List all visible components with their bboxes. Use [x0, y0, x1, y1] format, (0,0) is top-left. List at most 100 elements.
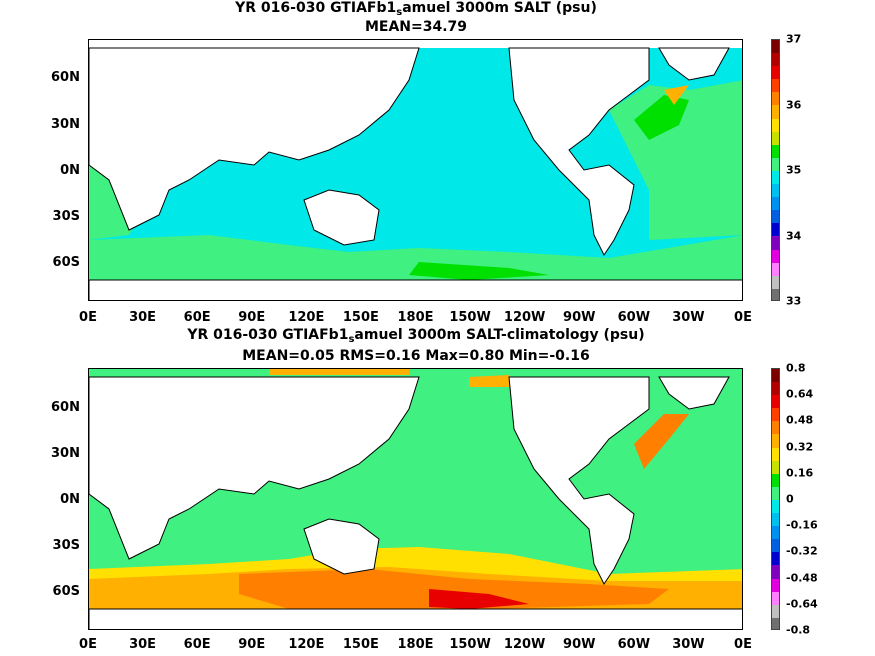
bottom-arctic-warm-2 [469, 375, 509, 387]
bottom-lat-60s: 60S [52, 584, 80, 599]
top-colorbar-segment [772, 210, 779, 224]
top-colorbar-segment [772, 170, 779, 185]
bottom-colorbar-label: -0.8 [786, 623, 811, 637]
bottom-lon-label: 150E [342, 637, 379, 652]
bottom-map-svg [89, 369, 742, 629]
top-colorbar-segment [772, 184, 779, 198]
bottom-lon-label: 120E [288, 637, 325, 652]
bottom-colorbar-segment [772, 408, 779, 422]
bottom-arctic-warm [269, 369, 409, 375]
top-lon-label: 120W [503, 310, 546, 325]
top-lon-label: 150E [342, 310, 379, 325]
top-lon-label: 180E [397, 310, 434, 325]
bottom-colorbar-segment [772, 552, 779, 566]
top-lat-30s: 30S [52, 209, 80, 224]
top-colorbar-label: 34 [786, 229, 802, 242]
bottom-lat-30n: 30N [51, 446, 80, 461]
bottom-lat-60n: 60N [51, 400, 80, 415]
bottom-colorbar-segment [772, 473, 779, 487]
bottom-lon-label: 150W [449, 637, 491, 652]
bottom-lon-label: 60E [183, 637, 211, 652]
bottom-title-main: YR 016-030 GTIAFb1 [187, 327, 349, 343]
top-colorbar-segment [772, 144, 779, 158]
bottom-map [88, 368, 743, 630]
top-colorbar [771, 39, 780, 301]
bottom-colorbar-segment [772, 486, 779, 500]
top-colorbar-label: 37 [786, 32, 802, 46]
top-southern-ocean [89, 235, 742, 280]
bottom-colorbar-segment [772, 513, 779, 527]
top-colorbar-segment [772, 236, 779, 250]
bottom-colorbar-label: 0.64 [786, 387, 814, 401]
bottom-colorbar-label: 0.48 [786, 413, 814, 427]
top-lon-label: 150W [449, 310, 491, 325]
bottom-colorbar-segment [772, 460, 779, 474]
top-lon-label: 0E [79, 310, 97, 325]
top-colorbar-label: 36 [786, 98, 802, 111]
top-colorbar-segment [772, 79, 779, 93]
bottom-colorbar-label: 0.16 [786, 466, 814, 480]
top-title-rest: amuel 3000m SALT (psu) [402, 0, 597, 16]
top-colorbar-segment [772, 275, 779, 289]
top-title-subscript: s [396, 7, 403, 18]
bottom-lon-label: 180E [397, 637, 434, 652]
top-colorbar-segment [772, 53, 779, 67]
bottom-lon-label: 30W [672, 637, 705, 652]
bottom-landmasses [89, 376, 742, 629]
top-atlantic-high [634, 95, 689, 140]
top-colorbar-segment [772, 157, 779, 171]
top-colorbar-segment [772, 105, 779, 119]
bottom-colorbar-segment [772, 578, 779, 592]
top-title: YR 016-030 GTIAFb1samuel 3000m SALT (psu… [88, 0, 744, 21]
bottom-subtitle: MEAN=0.05 RMS=0.16 Max=0.80 Min=-0.16 [242, 348, 590, 364]
top-map [88, 39, 743, 301]
bottom-colorbar-label: -0.48 [786, 571, 818, 585]
bottom-lon-label: 0E [79, 637, 97, 652]
bottom-colorbar-segment [772, 369, 779, 383]
bottom-lon-label: 90E [238, 637, 266, 652]
top-lat-60s: 60S [52, 255, 80, 270]
top-colorbar-label: 33 [786, 294, 802, 308]
top-title-main: YR 016-030 GTIAFb1 [235, 0, 397, 16]
bottom-colorbar-segment [772, 434, 779, 448]
top-colorbar-segment [772, 288, 779, 300]
top-lon-label: 0E [734, 310, 752, 325]
top-lat-30n: 30N [51, 117, 80, 132]
bottom-colorbar-segment [772, 617, 779, 629]
top-colorbar-segment [772, 197, 779, 211]
bottom-colorbar-segment [772, 447, 779, 461]
bottom-colorbar-segment [772, 395, 779, 409]
top-colorbar-segment [772, 118, 779, 132]
bottom-colorbar-segment [772, 382, 779, 396]
top-atlantic-warm [664, 85, 689, 105]
bottom-southern-red [429, 589, 529, 609]
top-landmasses [89, 47, 742, 300]
bottom-title: YR 016-030 GTIAFb1samuel 3000m SALT-clim… [88, 327, 744, 348]
bottom-lon-label: 0E [734, 637, 752, 652]
top-colorbar-label: 35 [786, 163, 802, 177]
bottom-lat-30s: 30S [52, 538, 80, 553]
bottom-colorbar-segment [772, 565, 779, 579]
top-lon-label: 60W [617, 310, 651, 325]
bottom-colorbar-label: -0.16 [786, 518, 818, 532]
bottom-colorbar-segment [772, 499, 779, 514]
bottom-colorbar [771, 368, 780, 630]
top-arctic [89, 40, 742, 48]
bottom-colorbar-segment [772, 526, 779, 540]
bottom-colorbar-segment [772, 591, 779, 605]
bottom-atlantic-warm [634, 414, 689, 469]
top-lon-label: 60E [183, 310, 211, 325]
top-lat-60n: 60N [51, 70, 80, 85]
top-colorbar-segment [772, 92, 779, 106]
bottom-colorbar-label: -0.32 [786, 544, 818, 558]
bottom-title-subscript: s [348, 334, 355, 345]
bottom-lon-label: 60W [617, 637, 651, 652]
top-colorbar-segment [772, 40, 779, 54]
top-lon-label: 120E [288, 310, 325, 325]
top-lon-label: 30W [672, 310, 705, 325]
bottom-colorbar-segment [772, 604, 779, 618]
top-lon-label: 90W [563, 310, 596, 325]
bottom-lon-label: 30E [129, 637, 157, 652]
top-subtitle: MEAN=34.79 [364, 19, 468, 35]
top-map-svg [89, 40, 742, 300]
